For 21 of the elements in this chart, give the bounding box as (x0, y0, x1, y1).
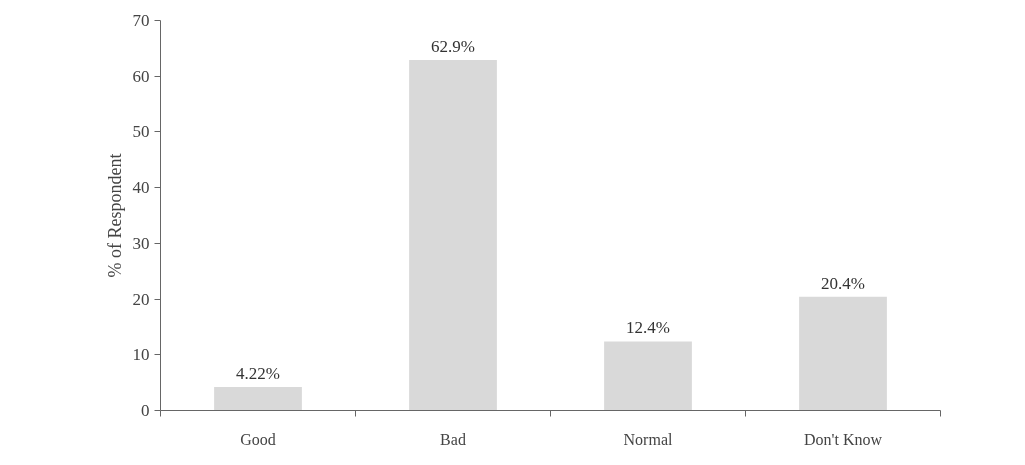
y-tick-label: 70 (132, 11, 150, 30)
y-tick-label: 40 (132, 178, 150, 198)
y-tick-label: 0 (141, 401, 150, 420)
x-tick-label: Normal (623, 430, 673, 448)
x-tick-label: Good (240, 430, 276, 448)
x-tick-label: Bad (440, 430, 466, 448)
bar (604, 341, 692, 411)
y-axis-title: % of Respondent (104, 153, 125, 278)
y-tick-label: 50 (132, 122, 150, 142)
bar (409, 60, 497, 411)
data-label: 62.9% (431, 37, 475, 57)
y-tick-label: 60 (132, 66, 150, 86)
bar (214, 386, 302, 411)
y-tick-label: 20 (132, 289, 150, 309)
data-label: 12.4% (626, 318, 670, 338)
y-tick-label: 30 (132, 233, 150, 253)
data-label: 20.4% (821, 273, 865, 293)
y-tick-label: 10 (132, 345, 150, 365)
data-label: 4.22% (236, 363, 280, 383)
bar (799, 296, 887, 411)
x-tick-label: Don't Know (804, 430, 883, 448)
